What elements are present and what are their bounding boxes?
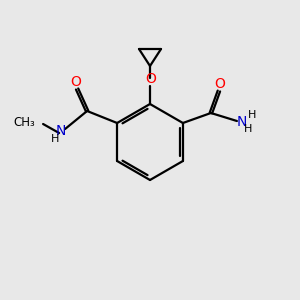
Text: H: H [244,124,252,134]
Text: N: N [56,124,66,138]
Text: O: O [71,75,82,89]
Text: H: H [248,110,256,120]
Text: O: O [146,72,156,86]
Text: H: H [51,134,59,144]
Text: O: O [214,77,225,91]
Text: CH₃: CH₃ [13,116,35,130]
Text: N: N [237,115,247,129]
